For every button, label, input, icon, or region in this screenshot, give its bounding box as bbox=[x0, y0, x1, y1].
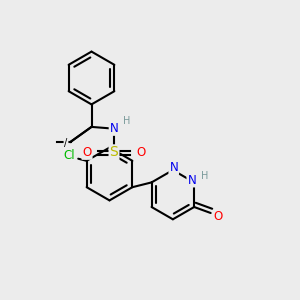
Text: O: O bbox=[82, 146, 91, 159]
Text: Cl: Cl bbox=[63, 149, 75, 162]
Text: N: N bbox=[188, 173, 196, 187]
Text: H: H bbox=[201, 171, 208, 181]
Text: N: N bbox=[110, 122, 118, 135]
Text: N: N bbox=[169, 161, 178, 174]
Text: O: O bbox=[136, 146, 146, 159]
Text: H: H bbox=[123, 116, 130, 126]
Text: S: S bbox=[110, 146, 118, 159]
Text: /: / bbox=[64, 138, 68, 148]
Text: O: O bbox=[214, 210, 223, 224]
